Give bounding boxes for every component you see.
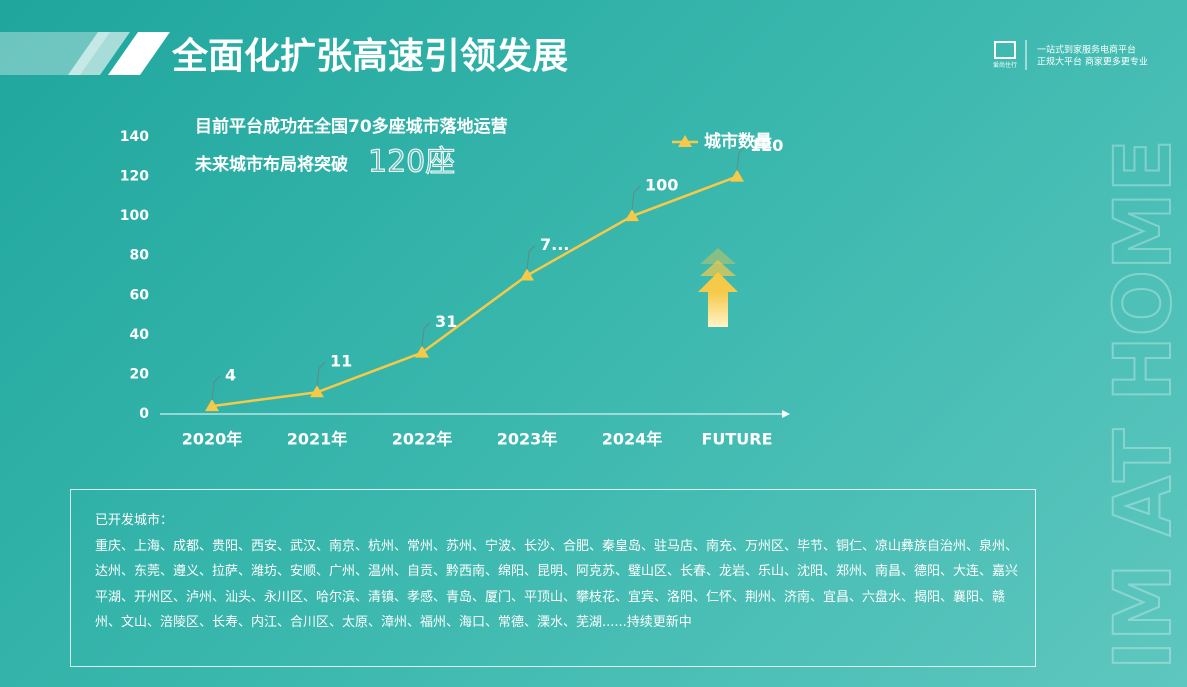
marker — [625, 209, 639, 222]
watermark: IM AT HOME — [1099, 139, 1187, 670]
leader-line — [526, 245, 536, 270]
data-label: 120 — [750, 136, 783, 155]
line — [211, 175, 738, 408]
leader-line — [316, 361, 326, 387]
marker — [415, 345, 429, 358]
x-tick-label: 2020年 — [182, 430, 243, 449]
x-tick-label: 2023年 — [497, 430, 558, 449]
data-label: 31 — [435, 312, 457, 331]
legend-marker — [678, 135, 692, 147]
y-tick-label: 100 — [120, 208, 149, 224]
up-arrow — [698, 248, 738, 327]
leader-line — [421, 322, 431, 347]
legend-label: 城市数量 — [704, 131, 772, 152]
y-tick-label: 20 — [130, 366, 150, 382]
title: 全面化扩张高速引领发展 — [171, 35, 568, 77]
leader-line — [631, 185, 641, 211]
y-tick-label: 40 — [130, 327, 150, 343]
logo-icon — [994, 41, 1016, 59]
data-label: 4 — [225, 366, 236, 385]
y-tick-label: 120 — [120, 169, 149, 185]
x-tick-label: FUTURE — [701, 430, 772, 449]
leader-line — [736, 146, 746, 171]
y-tick-label: 60 — [130, 287, 150, 303]
axis-arrow — [782, 410, 790, 418]
marker — [520, 268, 534, 281]
city-heading: 已开发城市： — [95, 513, 174, 528]
subtitle-highlight: 120座 — [368, 145, 455, 180]
y-tick-label: 0 — [139, 406, 149, 422]
data-label: 100 — [645, 176, 678, 195]
x-tick-label: 2022年 — [392, 430, 453, 449]
data-label: 11 — [330, 352, 352, 371]
stripe — [68, 32, 130, 75]
stripe — [108, 32, 170, 75]
marker — [730, 169, 744, 182]
subtitle: 目前平台成功在全国70多座城市落地运营 — [195, 116, 508, 137]
data-label: 7... — [540, 235, 569, 254]
y-tick-label: 140 — [120, 129, 149, 145]
x-tick-label: 2021年 — [287, 430, 348, 449]
marker — [310, 385, 324, 398]
marker — [205, 399, 219, 412]
slogan: 一站式到家服务电商平台 — [1037, 44, 1136, 56]
slogan: 正规大平台 商家更多更专业 — [1037, 56, 1148, 68]
city-box: 已开发城市： 重庆、上海、成都、贵阳、西安、武汉、南京、杭州、常州、苏州、宁波、… — [70, 489, 1036, 667]
subtitle: 未来城市布局将突破 — [194, 154, 348, 175]
brand: 爱尚住行 — [993, 61, 1017, 69]
leader-line — [211, 375, 221, 401]
x-tick-label: 2024年 — [602, 430, 663, 449]
city-list: 重庆、上海、成都、贵阳、西安、武汉、南京、杭州、常州、苏州、宁波、长沙、合肥、秦… — [95, 538, 1019, 631]
y-tick-label: 80 — [130, 248, 150, 264]
